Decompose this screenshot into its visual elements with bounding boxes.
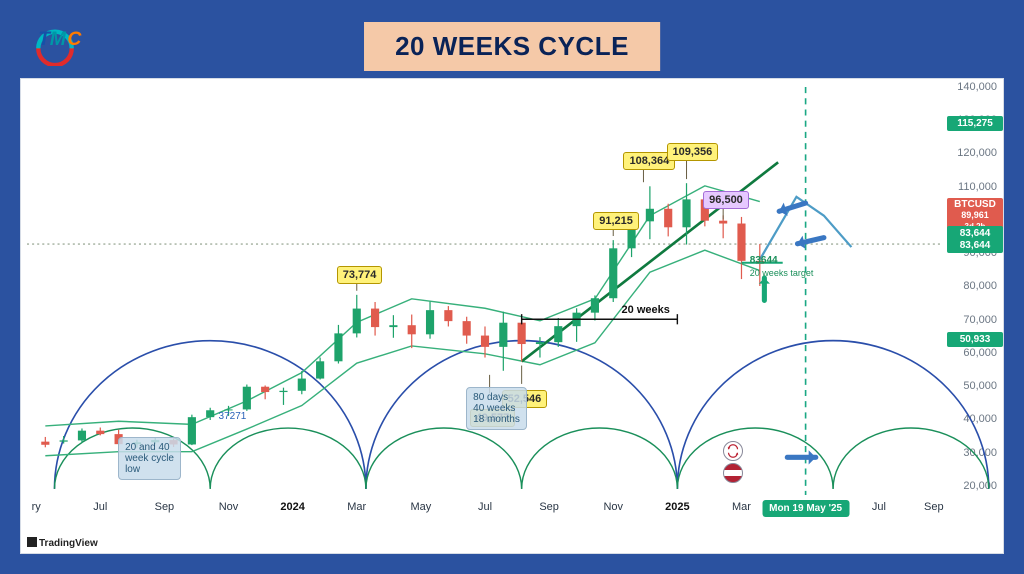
x-tick: 2025 — [665, 501, 689, 513]
x-tick: 2024 — [280, 501, 304, 513]
x-tick: Jul — [93, 501, 107, 513]
x-tick: Mar — [732, 501, 751, 513]
slide-frame: T M C 20 WEEKS CYCLE 20,00030,00040,0005… — [0, 0, 1024, 574]
y-tick: 60,000 — [963, 347, 997, 359]
chart-text: 83644 — [750, 255, 778, 266]
y-tick: 120,000 — [957, 147, 997, 159]
x-tick: Mar — [347, 501, 366, 513]
x-tick: Sep — [924, 501, 944, 513]
y-tick: 70,000 — [963, 314, 997, 326]
chart-area[interactable]: 20,00030,00040,00050,00060,00070,00080,0… — [21, 79, 1003, 519]
price-callout: 96,500 — [703, 191, 749, 209]
x-tick: Sep — [155, 501, 175, 513]
chart-text: 37271 — [219, 411, 247, 422]
x-tick: May — [410, 501, 431, 513]
chart-text: 20 weeks — [622, 304, 670, 316]
y-tick: 20,000 — [963, 480, 997, 492]
plot-area[interactable]: 115,275 BTCUSD 89,961 3d 2h 83,644 83,64… — [27, 87, 943, 495]
price-flag-high: 115,275 — [947, 116, 1003, 131]
cursor-date-pill: Mon 19 May '25 — [762, 500, 849, 517]
annotation-note: 20 and 40week cyclelow — [118, 437, 181, 480]
x-axis: ryJulSepNov2024MarMayJulSepNov2025MarMay… — [27, 495, 943, 519]
x-tick: Sep — [539, 501, 559, 513]
price-flag-ticker-sym: BTCUSD — [954, 199, 996, 210]
annotation-note: 80 days40 weeks18 months — [466, 387, 527, 430]
chart-panel: 20,00030,00040,00050,00060,00070,00080,0… — [20, 78, 1004, 554]
x-tick: ry — [32, 501, 41, 513]
price-flag-ticker-val: 89,961 — [961, 210, 989, 220]
svg-text:M: M — [50, 28, 67, 50]
x-tick: Nov — [603, 501, 623, 513]
y-tick: 110,000 — [958, 181, 997, 193]
chart-text: 20 weeks target — [750, 268, 814, 278]
x-tick: Nov — [219, 501, 239, 513]
page-title: 20 WEEKS CYCLE — [364, 22, 660, 71]
x-tick: Jul — [872, 501, 886, 513]
y-tick: 50,000 — [963, 380, 997, 392]
tradingview-watermark: TradingView — [27, 537, 98, 549]
y-tick: 140,000 — [957, 81, 997, 93]
price-flag-mid2: 83,644 — [947, 238, 1003, 253]
tmc-logo: T M C — [28, 22, 82, 71]
swap-icon — [723, 441, 743, 461]
price-callout: 109,356 — [667, 143, 719, 161]
price-callout: 91,215 — [593, 212, 639, 230]
x-tick: Jul — [478, 501, 492, 513]
price-flag-low: 50,933 — [947, 332, 1003, 347]
y-axis: 20,00030,00040,00050,00060,00070,00080,0… — [943, 87, 1003, 519]
y-tick: 80,000 — [963, 280, 997, 292]
svg-text:C: C — [67, 28, 82, 50]
price-callout: 73,774 — [337, 266, 383, 284]
